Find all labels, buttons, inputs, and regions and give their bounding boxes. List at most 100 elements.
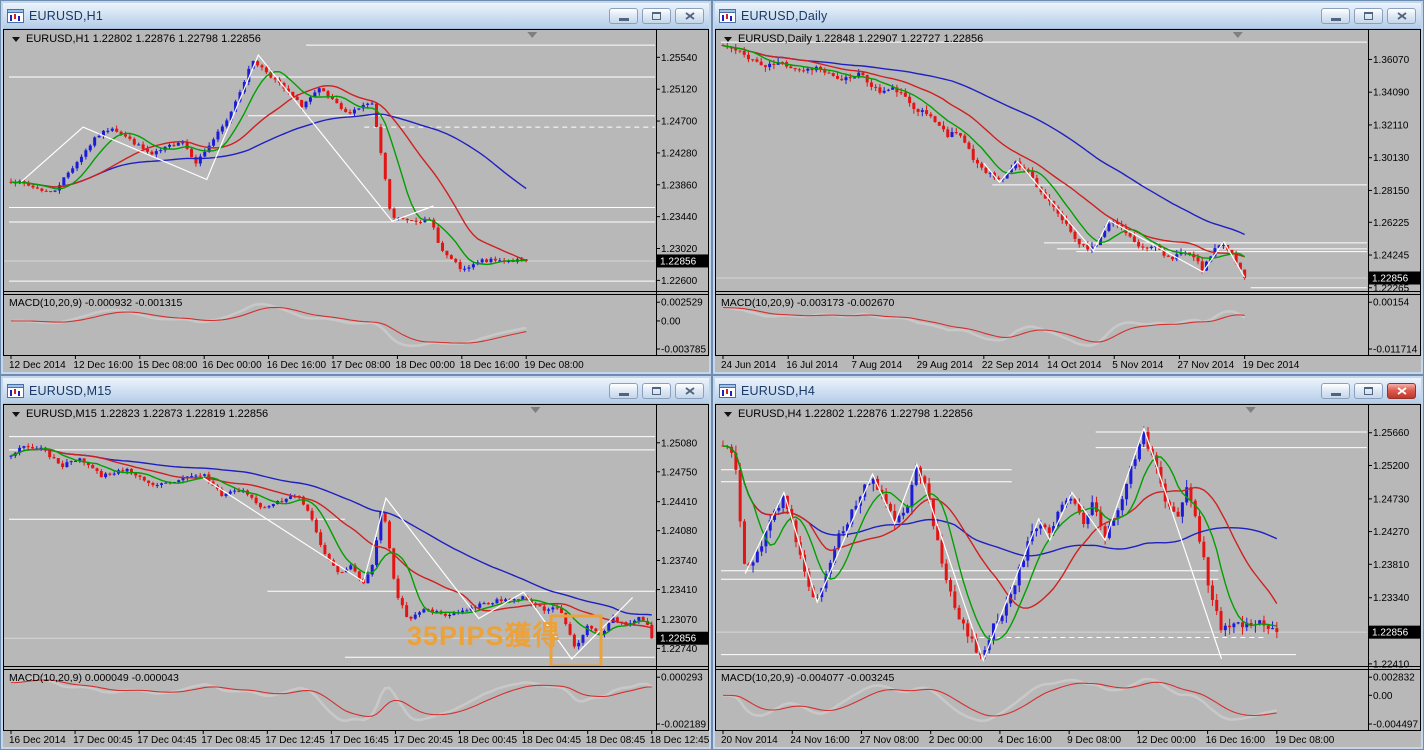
maximize-button[interactable] [1354,7,1383,24]
axis-tick-label: 1.22856 [1372,273,1409,284]
chart-window-m15: EURUSD,M15 1.25080 1.24750 1.24410 1.24080 1… [0,375,712,750]
chart-plot: 1.25540 1.25120 1.24700 1.24280 1.23860 1.234… [3,29,709,372]
minimize-button[interactable] [609,382,638,399]
axis-tick-label: 16 Dec 16:00 [267,360,327,371]
axis-tick-label: 1.24270 [1373,527,1410,538]
axis-tick-label: 18 Dec 00:00 [395,360,455,371]
ohlc-line: EURUSD,Daily 1.22848 1.22907 1.22727 1.2… [738,33,984,45]
chart-plot: 1.36070 1.34090 1.32110 1.30130 1.28150 1.262… [715,29,1421,372]
maximize-button[interactable] [1354,382,1383,399]
axis-tick-label: 1.22856 [660,256,697,267]
axis-tick-label: 1.22740 [661,644,698,655]
axis-tick-label: 1.26225 [1373,218,1410,229]
axis-tick-label: -0.003785 [661,345,706,356]
window-titlebar[interactable]: EURUSD,H4 [715,378,1421,404]
current-price-box [657,631,709,645]
axis-tick-label: 1.23740 [661,556,698,567]
axis-tick-label: 1.25200 [1373,461,1410,472]
axis-tick-label: 16 Dec 2014 [9,735,66,746]
axis-tick-label: 1.23860 [661,180,698,191]
maximize-button[interactable] [642,7,671,24]
zigzag-line[interactable] [202,477,634,660]
macd-indicator-label: MACD(10,20,9) -0.004077 -0.003245 [721,672,895,684]
current-price-box [1369,271,1421,285]
maximize-button[interactable] [642,382,671,399]
close-icon [1396,386,1407,395]
close-button[interactable] [675,382,704,399]
axis-tick-label: 1.23020 [661,244,698,255]
minimize-button[interactable] [1321,382,1350,399]
axis-tick-label: 1.32110 [1373,120,1409,131]
axis-tick-label: 4 Dec 16:00 [998,735,1052,746]
axis-tick-label: 0.00154 [1373,298,1410,309]
window-titlebar[interactable]: EURUSD,M15 [3,378,709,404]
zigzag-line[interactable] [744,426,1223,663]
axis-tick-label: 20 Nov 2014 [721,735,778,746]
axis-tick-label: 1.22410 [1373,659,1410,670]
axis-tick-label: 17 Dec 20:45 [393,735,453,746]
axis-tick-label: 22 Sep 2014 [982,360,1039,371]
axis-tick-label: 1.23340 [1373,593,1410,604]
axis-tick-label: 12 Dec 2014 [9,360,66,371]
zigzag-line[interactable] [20,53,434,222]
current-price-box [1369,625,1421,639]
axis-tick-label: 24 Jun 2014 [721,360,776,371]
close-button[interactable] [1387,382,1416,399]
minimize-button[interactable] [609,7,638,24]
axis-tick-label: 17 Dec 08:45 [201,735,261,746]
minimize-button[interactable] [1321,7,1350,24]
chart-canvas-m15[interactable]: 1.25080 1.24750 1.24410 1.24080 1.23740 1.234… [3,404,709,747]
axis-tick-label: 0.000293 [661,673,703,684]
axis-tick-label: 0.002832 [1373,673,1415,684]
chart-canvas-h4[interactable]: 1.25660 1.25200 1.24730 1.24270 1.23810 1.233… [715,404,1421,747]
axis-tick-label: 17 Dec 08:00 [331,360,391,371]
chart-canvas-daily[interactable]: 1.36070 1.34090 1.32110 1.30130 1.28150 1.262… [715,29,1421,372]
axis-tick-label: 7 Aug 2014 [851,360,902,371]
axis-tick-label: 1.36070 [1373,55,1410,66]
window-titlebar[interactable]: EURUSD,H1 [3,3,709,29]
zigzag-line[interactable] [983,160,1246,278]
axis-tick-label: 1.24280 [661,148,698,159]
axis-tick-label: 1.22265 [1373,283,1410,294]
chart-canvas-h1[interactable]: 1.25540 1.25120 1.24700 1.24280 1.23860 1.234… [3,29,709,372]
ohlc-dropdown-arrow-icon[interactable] [724,36,732,42]
axis-tick-label: 19 Dec 08:00 [524,360,584,371]
macd-indicator-label: MACD(10,20,9) -0.003173 -0.002670 [721,297,895,309]
axis-tick-label: 1.30130 [1373,153,1410,164]
axis-tick-label: 15 Dec 08:00 [138,360,198,371]
ohlc-dropdown-arrow-icon[interactable] [12,411,20,417]
window-titlebar[interactable]: EURUSD,Daily [715,3,1421,29]
axis-tick-label: 1.24080 [661,526,698,537]
axis-tick-label: 12 Dec 16:00 [73,360,133,371]
axis-tick-label: 0.00 [1373,691,1393,702]
axis-tick-label: -0.011714 [1373,345,1418,356]
ohlc-line: EURUSD,H1 1.22802 1.22876 1.22798 1.2285… [26,33,261,45]
axis-tick-label: 1.24245 [1373,251,1410,262]
axis-tick-label: 1.22856 [1372,628,1409,639]
axis-tick-label: 16 Dec 00:00 [202,360,262,371]
chart-icon [719,8,736,23]
axis-tick-label: 1.23810 [1373,560,1410,571]
chart-icon [7,383,24,398]
axis-tick-label: 17 Dec 04:45 [137,735,197,746]
axis-tick-label: 19 Dec 08:00 [1275,735,1335,746]
axis-tick-label: 27 Nov 08:00 [859,735,919,746]
axis-tick-label: 1.23070 [661,615,698,626]
axis-tick-label: 17 Dec 16:45 [329,735,389,746]
axis-tick-label: -0.004497 [1373,720,1418,731]
axis-tick-label: 0.00 [661,316,681,327]
macd-indicator-label: MACD(10,20,9) -0.000932 -0.001315 [9,297,183,309]
close-icon [684,386,695,395]
ohlc-dropdown-arrow-icon[interactable] [724,411,732,417]
axis-tick-label: 1.34090 [1373,88,1410,99]
axis-tick-label: 16 Jul 2014 [786,360,838,371]
axis-tick-label: 1.25540 [661,53,698,64]
axis-tick-label: 1.25120 [661,85,698,96]
close-button[interactable] [675,7,704,24]
axis-tick-label: -0.002189 [661,720,706,731]
ohlc-dropdown-arrow-icon[interactable] [12,36,20,42]
close-button[interactable] [1387,7,1416,24]
axis-tick-label: 1.25080 [661,438,698,449]
current-price-box [657,254,709,268]
window-title: EURUSD,H1 [29,8,104,23]
